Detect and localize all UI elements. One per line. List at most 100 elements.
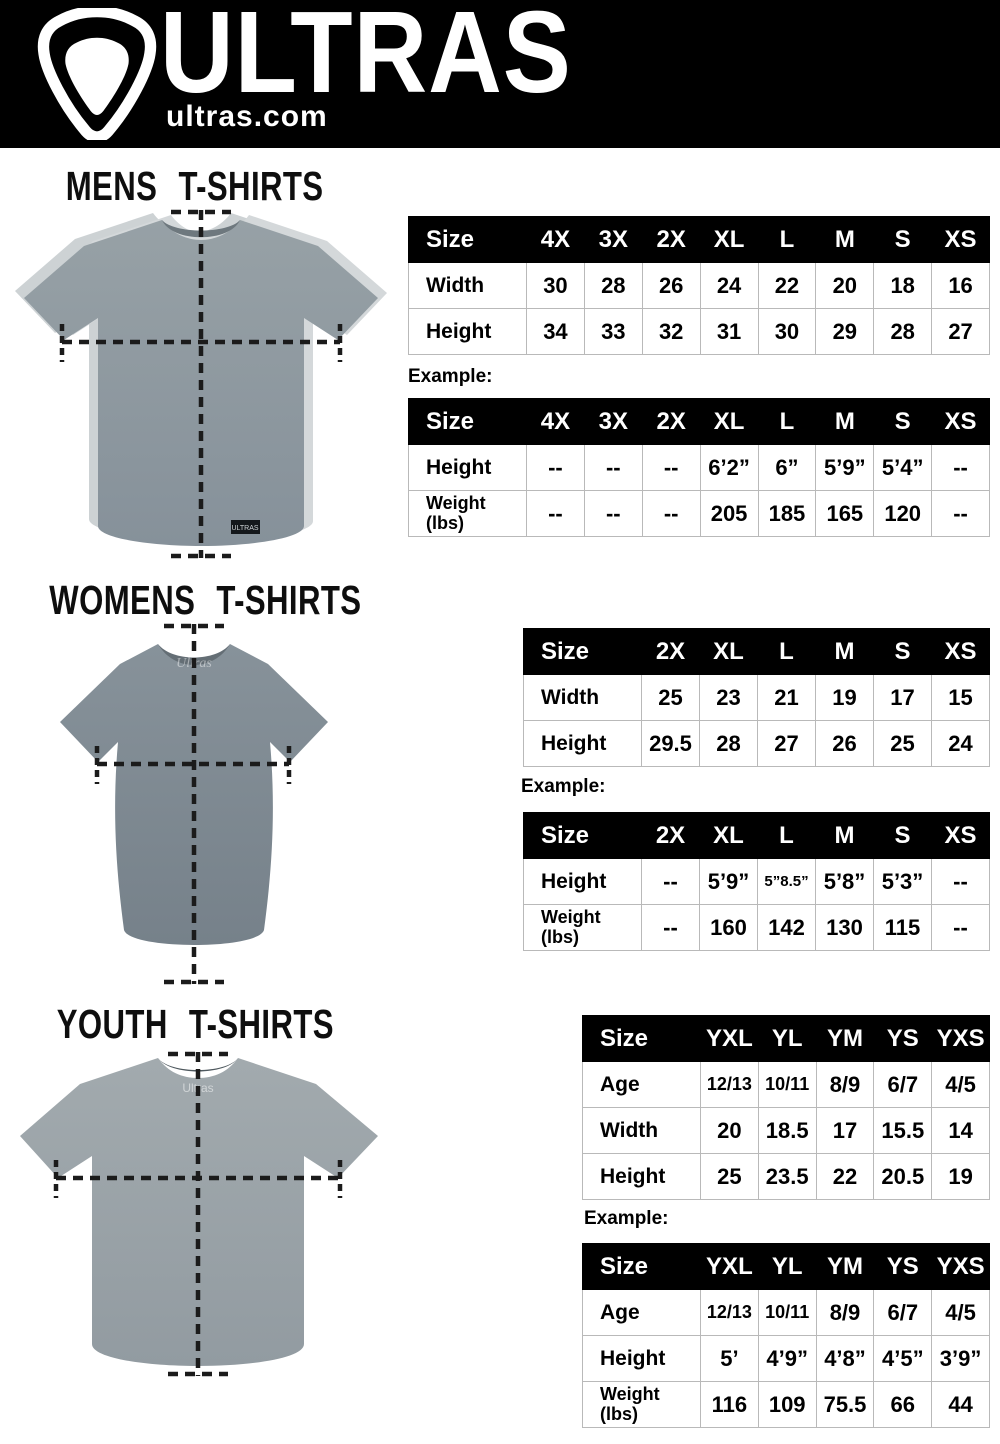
size-column-header: 3X — [583, 216, 643, 263]
size-column-header: 2X — [641, 628, 700, 675]
mens-tshirt-image: ULTRAS — [15, 209, 387, 559]
cell-value: 20 — [815, 262, 875, 309]
row-label: Age — [582, 1289, 701, 1336]
row-label: Age — [582, 1061, 701, 1108]
size-column-header: L — [757, 812, 816, 859]
womens-example-label: Example: — [521, 776, 606, 797]
cell-value: 26 — [815, 720, 874, 767]
cell-value: 28 — [583, 262, 643, 309]
site-url: ultras.com — [166, 100, 328, 133]
measurement-lines — [59, 209, 343, 559]
table-row: Height 25 23.5 22 20.5 19 — [582, 1153, 990, 1200]
cell-value: 15 — [931, 674, 990, 721]
cell-value: 14 — [931, 1107, 990, 1154]
cell-value: 10/11 — [757, 1289, 817, 1336]
size-column-header: L — [757, 398, 817, 445]
row-label: Height — [523, 858, 642, 905]
cell-value: 165 — [815, 490, 875, 537]
cell-value: 30 — [526, 262, 585, 309]
cell-value: -- — [583, 444, 643, 491]
cell-value: 25 — [873, 720, 932, 767]
cell-value: 116 — [700, 1381, 759, 1428]
cell-value: 5’8” — [815, 858, 874, 905]
size-column-header: YXS — [931, 1243, 990, 1290]
size-column-header: XL — [699, 812, 758, 859]
table-row: Age 12/13 10/11 8/9 6/7 4/5 — [582, 1061, 990, 1108]
cell-value: -- — [583, 490, 643, 537]
row-label: Height — [582, 1335, 701, 1382]
row-label: Width — [408, 262, 527, 309]
row-label: Height — [408, 444, 527, 491]
mens-size-table: Size 4X 3X 2X XL L M S XS Width 30 28 26 24 22 20 18 16 He… — [408, 216, 990, 355]
cell-value: 25 — [700, 1153, 759, 1200]
size-column-header: S — [873, 216, 933, 263]
size-column-header: S — [873, 398, 933, 445]
row-label: Width — [582, 1107, 701, 1154]
size-header-label: Size — [408, 398, 527, 445]
cell-value: 18.5 — [757, 1107, 817, 1154]
youth-example-table: Size YXL YL YM YS YXS Age 12/13 10/11 8/9 6/7 4/5 He… — [582, 1243, 990, 1428]
size-column-header: 2X — [641, 398, 701, 445]
cell-value: 5’9” — [815, 444, 875, 491]
cell-value: 109 — [757, 1381, 817, 1428]
table-row: Weight (lbs) 116 109 75.5 66 44 — [582, 1381, 990, 1428]
cell-value: 5’9” — [699, 858, 758, 905]
hem-label: ULTRAS — [231, 520, 260, 534]
table-header-row: Size 2X XL L M S XS — [523, 812, 990, 859]
cell-value: 12/13 — [700, 1289, 759, 1336]
cell-value: 8/9 — [815, 1061, 875, 1108]
cell-value: 30 — [757, 308, 817, 355]
cell-value: 6/7 — [873, 1061, 933, 1108]
cell-value: 25 — [641, 674, 700, 721]
size-column-header: 2X — [641, 216, 701, 263]
table-row: Width 30 28 26 24 22 20 18 16 — [408, 262, 990, 309]
cell-value: 23.5 — [757, 1153, 817, 1200]
cell-value: 142 — [757, 904, 816, 951]
cell-value: 19 — [931, 1153, 990, 1200]
size-column-header: YM — [815, 1015, 875, 1062]
cell-value: 4’5” — [873, 1335, 933, 1382]
cell-value: 17 — [873, 674, 932, 721]
size-column-header: XL — [699, 628, 758, 675]
cell-value: 130 — [815, 904, 874, 951]
size-column-header: XS — [931, 812, 990, 859]
cell-value: 3’9” — [931, 1335, 990, 1382]
mens-example-label: Example: — [408, 366, 493, 387]
measurement-lines — [53, 1051, 343, 1377]
size-column-header: XS — [931, 216, 990, 263]
mens-section-title: MENS T-SHIRTS — [66, 163, 324, 209]
size-column-header: 2X — [641, 812, 700, 859]
row-label: Width — [523, 674, 642, 721]
cell-value: 31 — [699, 308, 759, 355]
size-column-header: 4X — [526, 398, 585, 445]
measurement-lines — [94, 623, 292, 985]
cell-value: 185 — [757, 490, 817, 537]
size-column-header: YXS — [931, 1015, 990, 1062]
cell-value: 16 — [931, 262, 990, 309]
cell-value: 6’2” — [699, 444, 759, 491]
cell-value: 5’4” — [873, 444, 933, 491]
table-row: Height 34 33 32 31 30 29 28 27 — [408, 308, 990, 355]
youth-section-title: YOUTH T-SHIRTS — [56, 1001, 334, 1047]
cell-value: 6” — [757, 444, 817, 491]
cell-value: 26 — [641, 262, 701, 309]
size-column-header: M — [815, 398, 875, 445]
size-column-header: YS — [873, 1243, 933, 1290]
cell-value: 205 — [699, 490, 759, 537]
cell-value: 15.5 — [873, 1107, 933, 1154]
cell-value: 29 — [815, 308, 875, 355]
size-column-header: YL — [757, 1015, 817, 1062]
size-column-header: XL — [699, 216, 759, 263]
brand-header-bar: ULTRAS ultras.com — [0, 0, 1000, 148]
row-label: Height — [523, 720, 642, 767]
table-header-row: Size YXL YL YM YS YXS — [582, 1015, 990, 1062]
cell-value: -- — [641, 444, 701, 491]
row-label: Weight (lbs) — [582, 1381, 701, 1428]
size-column-header: S — [873, 628, 932, 675]
row-label: Weight (lbs) — [408, 490, 527, 537]
table-row: Weight (lbs) -- 160 142 130 115 -- — [523, 904, 990, 951]
table-header-row: Size 4X 3X 2X XL L M S XS — [408, 398, 990, 445]
cell-value: 75.5 — [815, 1381, 875, 1428]
size-column-header: XS — [931, 398, 990, 445]
